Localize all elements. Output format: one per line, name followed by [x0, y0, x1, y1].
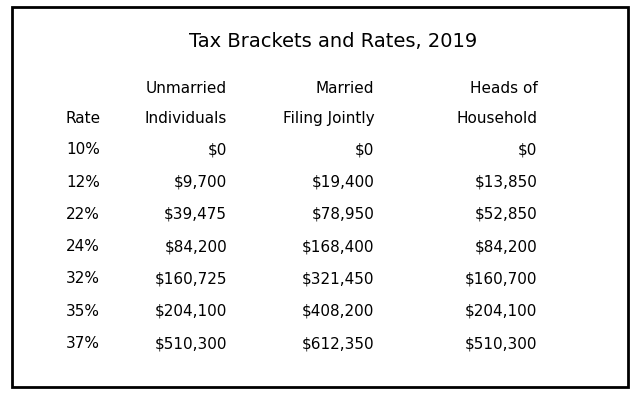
Text: 37%: 37% — [66, 336, 100, 351]
Text: Filing Jointly: Filing Jointly — [283, 111, 374, 126]
Text: Heads of: Heads of — [470, 81, 538, 96]
Text: $84,200: $84,200 — [164, 239, 227, 254]
Text: Unmarried: Unmarried — [146, 81, 227, 96]
Text: $0: $0 — [355, 142, 374, 157]
Text: $52,850: $52,850 — [475, 207, 538, 222]
Text: 32%: 32% — [66, 271, 100, 286]
Text: Household: Household — [456, 111, 538, 126]
Text: Tax Brackets and Rates, 2019: Tax Brackets and Rates, 2019 — [189, 32, 477, 51]
Text: $39,475: $39,475 — [164, 207, 227, 222]
Text: $168,400: $168,400 — [302, 239, 374, 254]
Text: $204,100: $204,100 — [155, 304, 227, 319]
Text: 35%: 35% — [66, 304, 100, 319]
Text: $13,850: $13,850 — [475, 175, 538, 190]
Text: $612,350: $612,350 — [302, 336, 374, 351]
Text: 24%: 24% — [67, 239, 100, 254]
Text: 12%: 12% — [67, 175, 100, 190]
Text: $160,700: $160,700 — [465, 271, 538, 286]
Text: 22%: 22% — [67, 207, 100, 222]
Text: $19,400: $19,400 — [312, 175, 374, 190]
Text: $510,300: $510,300 — [155, 336, 227, 351]
Text: $321,450: $321,450 — [302, 271, 374, 286]
Text: $0: $0 — [208, 142, 227, 157]
FancyBboxPatch shape — [12, 7, 628, 387]
Text: Married: Married — [316, 81, 374, 96]
Text: $204,100: $204,100 — [465, 304, 538, 319]
Text: $9,700: $9,700 — [174, 175, 227, 190]
Text: 10%: 10% — [67, 142, 100, 157]
Text: $160,725: $160,725 — [155, 271, 227, 286]
Text: $84,200: $84,200 — [475, 239, 538, 254]
Text: $408,200: $408,200 — [302, 304, 374, 319]
Text: Individuals: Individuals — [145, 111, 227, 126]
Text: $0: $0 — [518, 142, 538, 157]
Text: Rate: Rate — [66, 111, 100, 126]
Text: $78,950: $78,950 — [312, 207, 374, 222]
Text: $510,300: $510,300 — [465, 336, 538, 351]
